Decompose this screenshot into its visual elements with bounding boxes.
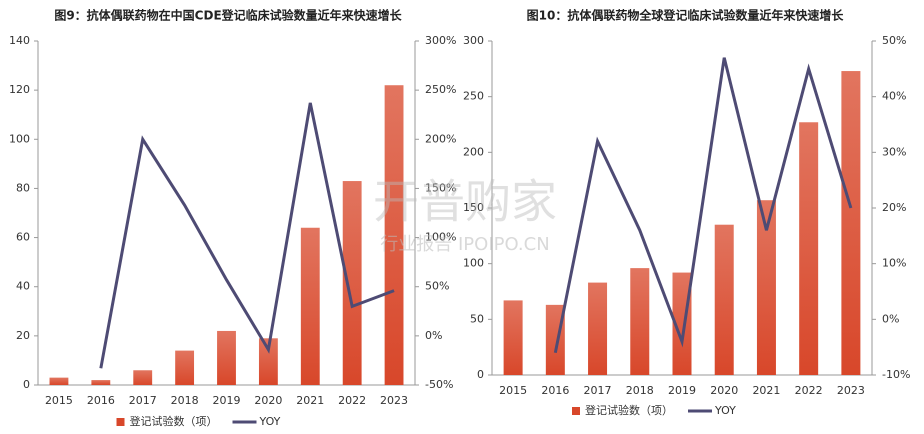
x-tick-label: 2022 <box>338 394 366 407</box>
legend-label: YOY <box>259 415 281 428</box>
x-tick-label: 2018 <box>626 384 654 397</box>
y2-tick-label: 30% <box>882 145 906 158</box>
y-tick-label: 200 <box>463 145 484 158</box>
y2-tick-label: 50% <box>425 280 449 293</box>
chart-title: 图9：抗体偶联药物在中国CDE登记临床试验数量近年来快速增长 <box>54 8 402 23</box>
bar <box>841 71 861 375</box>
bar <box>503 300 523 375</box>
chart-title: 图10：抗体偶联药物全球登记临床试验数量近年来快速增长 <box>527 8 845 23</box>
bar <box>91 380 111 385</box>
y2-tick-label: 250% <box>425 83 456 96</box>
x-tick-label: 2021 <box>296 394 324 407</box>
y2-tick-label: 10% <box>882 257 906 270</box>
y2-tick-label: -50% <box>425 378 453 391</box>
y-tick-label: 20 <box>16 329 30 342</box>
y-tick-label: 50 <box>470 312 484 325</box>
y-tick-label: 60 <box>16 231 30 244</box>
bar <box>588 282 608 375</box>
x-tick-label: 2017 <box>584 384 612 397</box>
chart: 图10：抗体偶联药物全球登记临床试验数量近年来快速增长 0 50 100 150 200 2… <box>463 8 910 418</box>
y-tick-label: 100 <box>463 257 484 270</box>
watermark: 行业报告 IPOIPO.CN <box>380 234 549 255</box>
y-tick-label: 300 <box>463 34 484 47</box>
bar <box>258 338 278 385</box>
line <box>99 102 395 369</box>
bar <box>49 377 69 385</box>
x-tick-label: 2021 <box>752 384 780 397</box>
y-tick-label: 0 <box>23 378 30 391</box>
y-tick-label: 140 <box>9 34 30 47</box>
bar <box>756 200 776 375</box>
legend-label: YOY <box>714 404 736 417</box>
legend-label: 登记试验数（项） <box>130 414 218 428</box>
x-tick-label: 2016 <box>87 394 115 407</box>
x-tick-label: 2022 <box>795 384 823 397</box>
y2-tick-label: 40% <box>882 90 906 103</box>
y2-tick-label: 50% <box>882 34 906 47</box>
bar <box>672 272 692 375</box>
x-tick-label: 2023 <box>837 384 865 397</box>
bar <box>217 330 236 385</box>
bar <box>384 85 404 385</box>
y2-tick-label: 150% <box>425 181 456 194</box>
x-tick-label: 2015 <box>499 384 527 397</box>
charts: 图9：抗体偶联药物在中国CDE登记临床试验数量近年来快速增长 0 20 40 60 80 1… <box>9 8 910 429</box>
y2-tick-label: 100% <box>425 231 456 244</box>
legend-swatch <box>116 418 125 426</box>
x-tick-label: 2019 <box>668 384 696 397</box>
watermark: 开普购家 <box>373 175 557 229</box>
x-tick-label: 2015 <box>45 394 73 407</box>
x-tick-label: 2023 <box>380 394 408 407</box>
y-tick-label: 80 <box>16 181 30 194</box>
bar <box>300 227 320 385</box>
y2-tick-label: 20% <box>882 201 906 214</box>
x-tick-label: 2019 <box>213 394 241 407</box>
y2-tick-label: 300% <box>425 34 456 47</box>
x-tick-label: 2020 <box>710 384 738 397</box>
chart: 图9：抗体偶联药物在中国CDE登记临床试验数量近年来快速增长 0 20 40 60 80 1… <box>9 8 456 429</box>
x-tick-label: 2017 <box>129 394 157 407</box>
x-tick-label: 2016 <box>541 384 569 397</box>
legend-swatch <box>572 407 580 415</box>
y2-tick-label: -10% <box>882 368 910 381</box>
line <box>553 57 853 354</box>
bar <box>342 181 362 385</box>
y-tick-label: 120 <box>9 83 30 96</box>
y2-tick-label: 200% <box>425 132 456 145</box>
bar <box>630 268 650 375</box>
x-tick-label: 2018 <box>171 394 199 407</box>
y-tick-label: 100 <box>9 132 30 145</box>
y-tick-label: 40 <box>16 280 30 293</box>
y2-tick-label: 0% <box>425 329 442 342</box>
bar <box>714 224 734 375</box>
y-tick-label: 0 <box>477 368 484 381</box>
y-tick-label: 150 <box>463 201 484 214</box>
bar <box>175 350 195 385</box>
y2-tick-label: 0% <box>882 312 899 325</box>
x-tick-label: 2020 <box>254 394 282 407</box>
legend-label: 登记试验数（项） <box>585 403 673 417</box>
bar <box>799 122 819 375</box>
y-tick-label: 250 <box>463 90 484 103</box>
bar <box>133 370 153 385</box>
